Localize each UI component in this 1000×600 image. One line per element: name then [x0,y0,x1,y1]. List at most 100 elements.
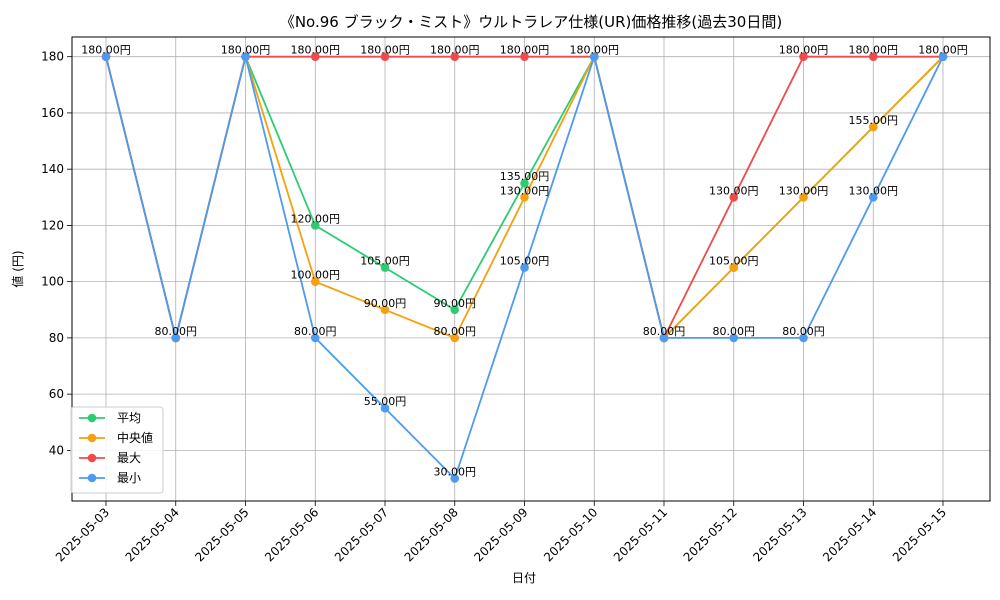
data-label: 80.00円 [643,325,686,338]
data-label: 180.00円 [570,44,620,57]
y-tick-label: 160 [41,106,64,120]
series-point [101,52,111,61]
series-point [799,333,808,343]
series-point [380,263,390,272]
legend-label: 平均 [117,411,141,425]
series-point [799,192,808,202]
x-tick-label: 2025-05-04 [123,505,182,564]
data-label: 120.00円 [291,212,341,225]
data-label: 180.00円 [430,44,480,57]
data-label: 30.00円 [434,466,477,479]
legend-marker [87,473,97,483]
y-tick-label: 100 [41,275,64,289]
series-point [729,192,739,202]
data-labels-group: 180.00円 80.00円 180.00円 180.00円 120.00円 100.00… [81,44,968,479]
x-tick-label: 2025-05-09 [471,505,530,564]
series-point [659,333,669,343]
x-tick-label: 2025-05-15 [890,505,949,564]
series-point [310,221,320,230]
y-tick-label: 120 [41,218,64,232]
data-label: 105.00円 [360,255,410,268]
series-point [380,52,390,61]
y-tick-label: 180 [41,50,64,64]
series-point [868,52,878,61]
chart-title: 《No.96 ブラック・ミスト》ウルトラレア仕様(UR)価格推移(過去30日間) [280,13,782,31]
series-point [520,52,529,61]
series-point [310,333,320,343]
data-label: 155.00円 [849,114,899,127]
data-label: 180.00円 [500,44,550,57]
x-tick-label: 2025-05-03 [53,505,112,564]
y-tick-label: 40 [49,443,64,457]
data-label: 130.00円 [849,184,899,197]
data-label: 180.00円 [779,44,829,57]
series-point [729,333,739,343]
data-label: 180.00円 [360,44,410,57]
data-label: 130.00円 [709,184,759,197]
x-tick-label: 2025-05-06 [262,505,321,564]
data-label: 130.00円 [779,184,829,197]
series-point [310,52,320,61]
series-point [589,52,599,61]
series-point [450,305,460,315]
x-tick-label: 2025-05-14 [820,505,879,564]
data-label: 80.00円 [434,325,477,338]
x-tick-label: 2025-05-13 [750,505,809,564]
x-tick-label: 2025-05-12 [681,505,740,564]
legend-label: 最小 [117,471,141,485]
grid-lines [72,37,990,501]
series-group [101,52,948,483]
series-point [380,305,390,315]
data-label: 80.00円 [713,325,756,338]
y-tick-label: 80 [49,331,64,345]
x-tick-label: 2025-05-11 [611,505,670,564]
x-tick-label: 2025-05-08 [402,505,461,564]
x-tick-label: 2025-05-07 [332,505,391,564]
legend-marker [87,453,97,463]
series-point [520,263,529,272]
data-label: 80.00円 [294,325,337,338]
y-tick-label: 60 [49,387,64,401]
legend-marker [87,413,97,423]
series-point [938,52,948,61]
series-point [171,333,181,343]
data-label: 55.00円 [364,395,407,408]
legend-label: 中央値 [117,430,153,445]
series-point [868,192,878,202]
series-point [450,333,460,343]
x-tick-label: 2025-05-10 [541,505,600,564]
legend-marker [87,433,97,443]
x-axis-label: 日付 [512,571,536,585]
axis-ticks-group: 2025-05-03 2025-05-04 2025-05-05 2025-05-06… [41,50,949,565]
data-label: 180.00円 [81,44,131,57]
series-point [241,52,250,61]
series-point [868,122,878,132]
series-point [729,263,739,272]
data-label: 180.00円 [291,44,341,57]
legend-box [70,406,164,494]
data-label: 135.00円 [500,170,550,183]
series-point [450,52,460,61]
plot-frame [71,36,991,502]
data-label: 90.00円 [434,297,477,310]
data-label: 180.00円 [221,44,271,57]
series-point [520,192,529,202]
data-label: 100.00円 [291,269,341,282]
series-point [450,474,460,483]
data-label: 180.00円 [918,44,968,57]
legend-label: 最大 [117,451,141,465]
data-label: 105.00円 [500,255,550,268]
y-tick-label: 140 [41,162,64,176]
series-point [310,277,320,286]
series-point [799,52,808,61]
data-label: 105.00円 [709,255,759,268]
series-point [520,178,529,188]
data-label: 130.00円 [500,184,550,197]
x-tick-label: 2025-05-05 [192,505,251,564]
y-axis-label: 値 (円) [10,250,25,287]
data-label: 80.00円 [782,325,825,338]
data-label: 180.00円 [849,44,899,57]
series-point [380,403,390,413]
